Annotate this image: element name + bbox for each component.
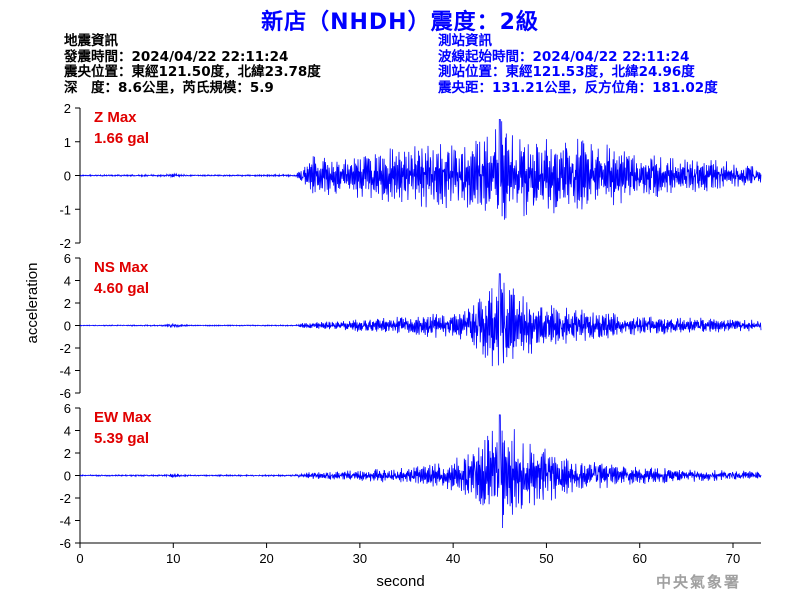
depth-magnitude: 深 度：8.6公里，芮氏規模：5.9 xyxy=(64,79,274,96)
station-info: 測站資訊 波線起始時間：2024/04/22 22:11:24 測站位置：東經1… xyxy=(438,33,718,96)
earthquake-info-heading: 地震資訊 xyxy=(64,33,118,49)
max-label-ew: EW Max xyxy=(94,409,152,426)
earthquake-info: 地震資訊 發震時間：2024/04/22 22:11:24 震央位置：東經121… xyxy=(64,33,321,96)
station-location: 測站位置：東經121.53度，北緯24.96度 xyxy=(438,64,695,80)
y-tick-label: 1 xyxy=(64,135,71,150)
station-info-heading: 測站資訊 xyxy=(438,33,492,49)
epicenter-location: 震央位置：東經121.50度，北緯23.78度 xyxy=(64,64,321,80)
max-label-ns: NS Max xyxy=(94,259,149,276)
y-tick-label: 6 xyxy=(64,251,71,266)
y-tick-label: 2 xyxy=(64,446,71,461)
x-tick-label: 50 xyxy=(539,551,553,566)
waveform-trace-ns xyxy=(79,273,762,367)
y-tick-label: -2 xyxy=(59,341,71,356)
y-tick-label: -4 xyxy=(59,514,71,529)
waveform-trace-z xyxy=(79,119,762,220)
agency-watermark: 中央氣象署 xyxy=(656,573,742,591)
max-value-ns: 4.60 gal xyxy=(94,280,149,297)
x-tick-label: 40 xyxy=(446,551,460,566)
y-axis-label: acceleration xyxy=(24,263,41,344)
waveform-start-time: 波線起始時間：2024/04/22 22:11:24 xyxy=(438,48,690,65)
y-tick-label: 0 xyxy=(64,169,71,184)
y-tick-label: 4 xyxy=(64,424,71,439)
x-tick-label: 10 xyxy=(166,551,180,566)
y-tick-label: -2 xyxy=(59,236,71,251)
y-tick-label: 0 xyxy=(64,469,71,484)
y-tick-label: -1 xyxy=(59,202,71,217)
y-tick-label: 0 xyxy=(64,319,71,334)
y-tick-label: 4 xyxy=(64,274,71,289)
x-axis-label: second xyxy=(376,573,424,590)
max-value-z: 1.66 gal xyxy=(94,130,149,147)
y-tick-label: 6 xyxy=(64,401,71,416)
max-label-z: Z Max xyxy=(94,109,137,126)
epicentral-distance: 震央距：131.21公里，反方位角：181.02度 xyxy=(438,79,718,96)
page-title: 新店（NHDH）震度：2級 xyxy=(261,10,539,35)
x-tick-label: 20 xyxy=(259,551,273,566)
max-value-ew: 5.39 gal xyxy=(94,430,149,447)
y-tick-label: -6 xyxy=(59,536,71,551)
y-tick-label: -2 xyxy=(59,491,71,506)
y-tick-label: 2 xyxy=(64,296,71,311)
x-tick-label: 0 xyxy=(76,551,83,566)
y-tick-label: -4 xyxy=(59,364,71,379)
x-tick-label: 60 xyxy=(632,551,646,566)
waveform-trace-ew xyxy=(79,414,762,529)
x-tick-label: 70 xyxy=(726,551,740,566)
y-tick-label: -6 xyxy=(59,386,71,401)
y-tick-label: 2 xyxy=(64,101,71,116)
x-tick-label: 30 xyxy=(353,551,367,566)
origin-time: 發震時間：2024/04/22 22:11:24 xyxy=(64,48,289,65)
